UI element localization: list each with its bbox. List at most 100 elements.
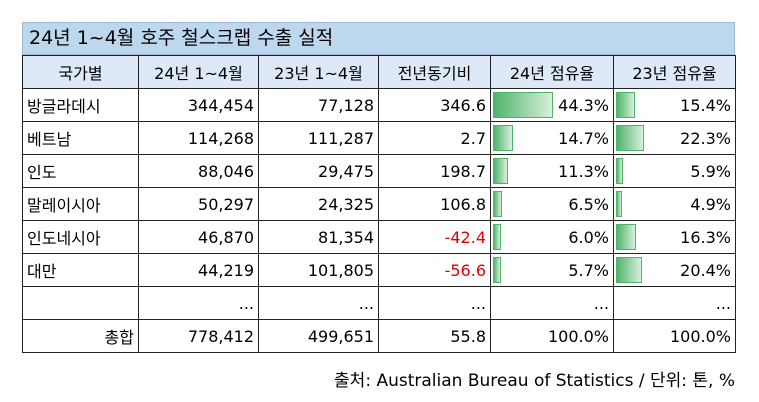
- cell: 14.7%: [490, 121, 614, 155]
- cell-text: 111,287: [307, 128, 374, 148]
- cell-text: 81,354: [318, 227, 374, 247]
- cell: 2.7: [378, 121, 491, 155]
- cell-text: ...: [470, 293, 486, 313]
- cell: 5.7%: [490, 253, 614, 287]
- table: 국가별 24년 1~4월 23년 1~4월 전년동기비 24년 점유율 23년 점유율 방…: [22, 55, 736, 353]
- cell-text: 20.4%: [680, 260, 731, 280]
- cell-text: 22.3%: [680, 128, 731, 148]
- table-row: 인도네시아 46,870 81,354 -42.4 6.0% 16.3%: [22, 220, 736, 254]
- cell: 44.3%: [490, 88, 614, 122]
- cell-text: 88,046: [198, 161, 254, 181]
- table-title: 24년 1~4월 호주 철스크랩 수출 실적: [22, 22, 735, 55]
- cell-text: 101,805: [307, 260, 374, 280]
- cell-text: 말레이시아: [27, 196, 101, 215]
- cell: ...: [490, 286, 614, 320]
- cell-text: -42.4: [444, 227, 486, 247]
- data-bar: [616, 125, 644, 151]
- data-bar: [616, 224, 637, 250]
- cell-text: 인도네시아: [27, 229, 101, 248]
- cell: 20.4%: [613, 253, 736, 287]
- cell: 5.9%: [613, 154, 736, 188]
- header-row: 국가별 24년 1~4월 23년 1~4월 전년동기비 24년 점유율 23년 점유율: [22, 55, 736, 89]
- table-row: ...............: [22, 286, 736, 320]
- table-row: 총합 778,412 499,651 55.8 100.0% 100.0%: [22, 319, 736, 353]
- cell: 499,651: [258, 319, 379, 353]
- cell-text: 29,475: [318, 161, 374, 181]
- cell: 50,297: [138, 187, 259, 221]
- cell-text: 15.4%: [680, 95, 731, 115]
- table-row: 대만 44,219 101,805 -56.6 5.7% 20.4%: [22, 253, 736, 287]
- cell-text: 6.0%: [568, 227, 609, 247]
- column-header: 23년 점유율: [613, 55, 736, 89]
- cell-text: 44.3%: [558, 95, 609, 115]
- cell-text: 대만: [27, 262, 57, 281]
- data-bar: [493, 257, 501, 283]
- table-row: 인도 88,046 29,475 198.7 11.3% 5.9%: [22, 154, 736, 188]
- table-row: 말레이시아 50,297 24,325 106.8 6.5% 4.9%: [22, 187, 736, 221]
- cell-text: 44,219: [198, 260, 254, 280]
- data-bar: [616, 92, 636, 118]
- cell-text: 50,297: [198, 194, 254, 214]
- cell: -42.4: [378, 220, 491, 254]
- cell: 44,219: [138, 253, 259, 287]
- cell: 6.5%: [490, 187, 614, 221]
- cell: 100.0%: [613, 319, 736, 353]
- cell: 77,128: [258, 88, 379, 122]
- cell-text: 346.6: [440, 95, 486, 115]
- cell-text: 46,870: [198, 227, 254, 247]
- data-bar: [493, 92, 553, 118]
- cell-text: 4.9%: [690, 194, 731, 214]
- cell: ...: [138, 286, 259, 320]
- data-bar: [493, 125, 513, 151]
- cell: 16.3%: [613, 220, 736, 254]
- cell: 24,325: [258, 187, 379, 221]
- cell-text: 100.0%: [669, 326, 731, 346]
- cell-text: 77,128: [318, 95, 374, 115]
- cell-text: 778,412: [187, 326, 254, 346]
- column-header: 24년 점유율: [490, 55, 614, 89]
- cell-text: 14.7%: [558, 128, 609, 148]
- cell-text: 24,325: [318, 194, 374, 214]
- cell-text: 106.8: [440, 194, 486, 214]
- cell-text: 198.7: [440, 161, 486, 181]
- column-header: 23년 1~4월: [258, 55, 379, 89]
- cell: 100.0%: [490, 319, 614, 353]
- cell-text: 344,454: [187, 95, 254, 115]
- cell-text: ...: [238, 293, 254, 313]
- source-note: 출처: Australian Bureau of Statistics / 단위…: [334, 371, 735, 391]
- cell: 81,354: [258, 220, 379, 254]
- cell-text: ...: [715, 293, 731, 313]
- table-body: 방글라데시 344,454 77,128 346.6 44.3% 15.4% 베트남 114,…: [22, 88, 736, 353]
- cell: 55.8: [378, 319, 491, 353]
- cell: 46,870: [138, 220, 259, 254]
- data-bar: [616, 158, 624, 184]
- cell-text: ...: [593, 293, 609, 313]
- data-bar: [616, 191, 623, 217]
- cell: 111,287: [258, 121, 379, 155]
- cell-text: ...: [358, 293, 374, 313]
- data-bar: [616, 257, 642, 283]
- data-bar: [493, 191, 502, 217]
- cell: 11.3%: [490, 154, 614, 188]
- column-header: 국가별: [22, 55, 139, 89]
- cell: 15.4%: [613, 88, 736, 122]
- cell: 346.6: [378, 88, 491, 122]
- cell: 4.9%: [613, 187, 736, 221]
- cell: 88,046: [138, 154, 259, 188]
- cell-text: 6.5%: [568, 194, 609, 214]
- cell: 22.3%: [613, 121, 736, 155]
- cell-text: -56.6: [444, 260, 486, 280]
- cell: 29,475: [258, 154, 379, 188]
- cell-text: 방글라데시: [27, 97, 101, 116]
- cell: 344,454: [138, 88, 259, 122]
- data-bar: [493, 158, 509, 184]
- column-header: 24년 1~4월: [138, 55, 259, 89]
- cell-text: 16.3%: [680, 227, 731, 247]
- cell: 방글라데시: [22, 88, 139, 122]
- cell: -56.6: [378, 253, 491, 287]
- cell: 인도: [22, 154, 139, 188]
- table-row: 방글라데시 344,454 77,128 346.6 44.3% 15.4%: [22, 88, 736, 122]
- cell-text: 5.7%: [568, 260, 609, 280]
- cell: 114,268: [138, 121, 259, 155]
